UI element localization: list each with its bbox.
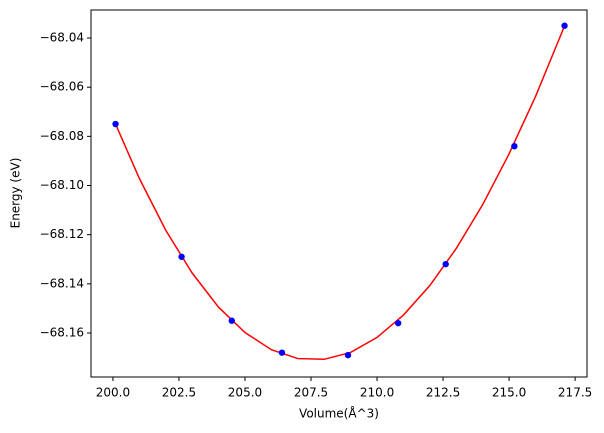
y-tick-label: −68.14 bbox=[40, 276, 84, 290]
y-tick-label: −68.12 bbox=[40, 227, 84, 241]
x-tick-label: 215.0 bbox=[492, 386, 526, 400]
x-axis-label: Volume(Å^3) bbox=[299, 406, 379, 421]
plot-frame bbox=[90, 9, 588, 378]
y-tick-label: −68.16 bbox=[40, 325, 84, 339]
data-point bbox=[511, 142, 518, 150]
x-tick-label: 202.5 bbox=[162, 386, 196, 400]
y-tick-label: −68.10 bbox=[40, 178, 84, 192]
x-tick-label: 217.5 bbox=[558, 386, 592, 400]
data-point bbox=[112, 120, 119, 128]
data-point bbox=[228, 317, 235, 324]
x-tick-label: 207.5 bbox=[294, 386, 328, 400]
y-tick-label: −68.06 bbox=[40, 80, 84, 94]
y-tick-label: −68.04 bbox=[40, 31, 84, 45]
data-point bbox=[442, 260, 449, 268]
data-point bbox=[561, 22, 568, 29]
data-point bbox=[394, 319, 402, 327]
y-tick-label: −68.08 bbox=[40, 129, 84, 143]
fit-curve bbox=[114, 25, 566, 361]
data-point bbox=[344, 351, 352, 359]
x-tick-label: 212.5 bbox=[426, 386, 460, 400]
y-axis-label: Energy (eV) bbox=[9, 158, 23, 229]
x-tick-label: 200.0 bbox=[96, 386, 130, 400]
x-tick-label: 205.0 bbox=[228, 386, 262, 400]
data-point bbox=[278, 349, 286, 356]
x-tick-label: 210.0 bbox=[360, 386, 394, 400]
data-point bbox=[178, 253, 185, 260]
